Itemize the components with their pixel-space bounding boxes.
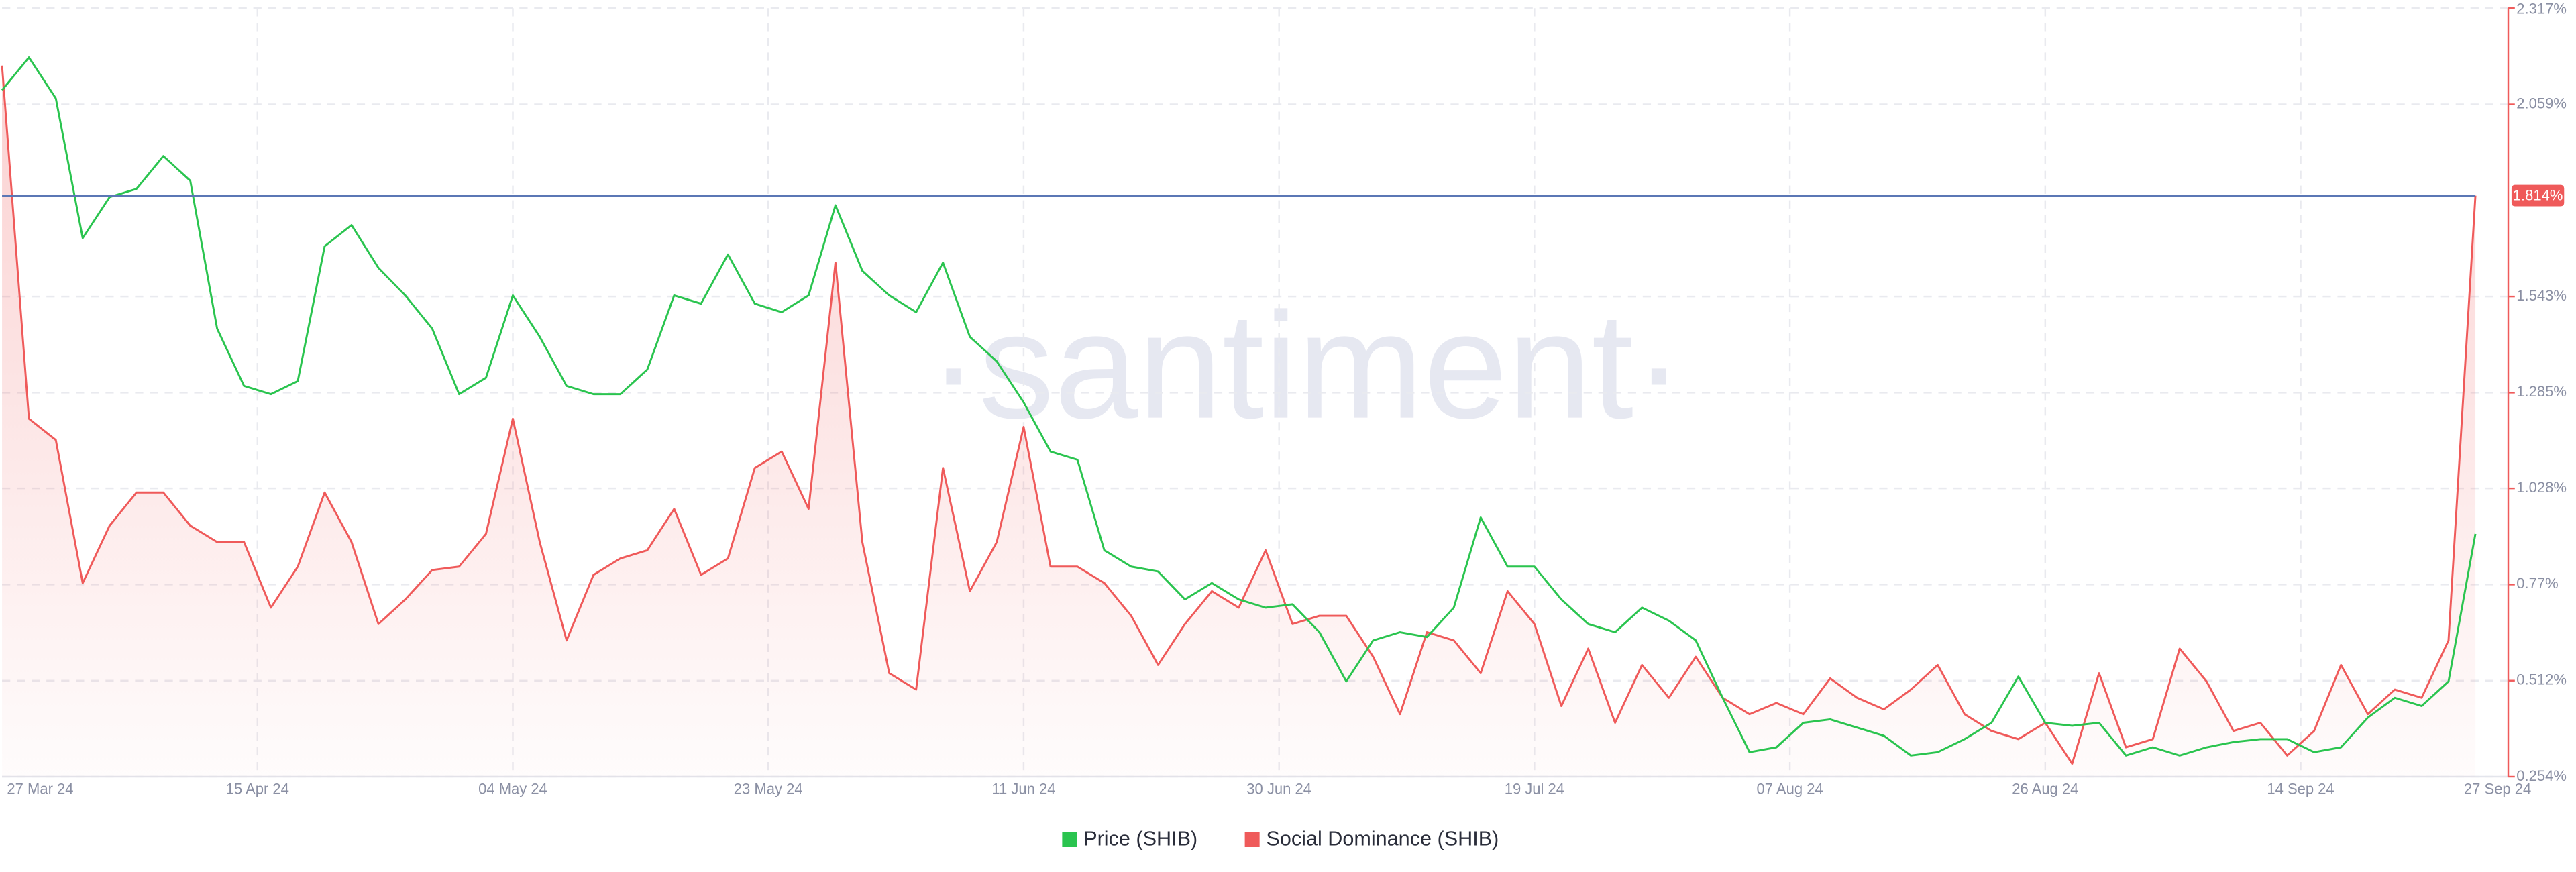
x-tick-label: 11 Jun 24: [991, 780, 1055, 797]
value-badge-label: 1.814%: [2513, 187, 2563, 204]
legend-swatch: [1244, 832, 1260, 847]
x-tick-label: 26 Aug 24: [2012, 780, 2078, 797]
y-tick-label: 2.059%: [2516, 95, 2567, 111]
line: [1, 56, 2477, 757]
x-tick-label: 19 Jul 24: [1505, 780, 1564, 797]
x-tick-label: 27 Mar 24: [7, 780, 73, 797]
legend-swatch: [1062, 832, 1077, 847]
y-tick-label: 1.028%: [2516, 479, 2567, 496]
y-tick-label: 0.77%: [2516, 575, 2558, 592]
x-tick-label: 27 Sep 24: [2464, 780, 2531, 797]
x-tick-label: 07 Aug 24: [1757, 780, 1823, 797]
legend-label: Social Dominance (SHIB): [1266, 827, 1499, 850]
y-tick-label: 1.543%: [2516, 287, 2567, 304]
x-tick-label: 15 Apr 24: [226, 780, 289, 797]
watermark: ·santiment·: [928, 281, 1684, 450]
y-tick-label: 0.512%: [2516, 671, 2567, 688]
x-tick-label: 30 Jun 24: [1246, 780, 1311, 797]
x-tick-label: 23 May 24: [734, 780, 803, 797]
line: [1, 65, 2477, 765]
area: [2, 65, 2476, 777]
value-badge: [2511, 184, 2565, 207]
x-tick-label: 04 May 24: [478, 780, 547, 797]
y-tick-label: 1.285%: [2516, 383, 2567, 400]
y-tick-label: 0.254%: [2516, 767, 2567, 784]
legend-label: Price (SHIB): [1083, 827, 1197, 850]
y-tick-label: 2.317%: [2516, 1, 2567, 17]
x-tick-label: 14 Sep 24: [2267, 780, 2334, 797]
